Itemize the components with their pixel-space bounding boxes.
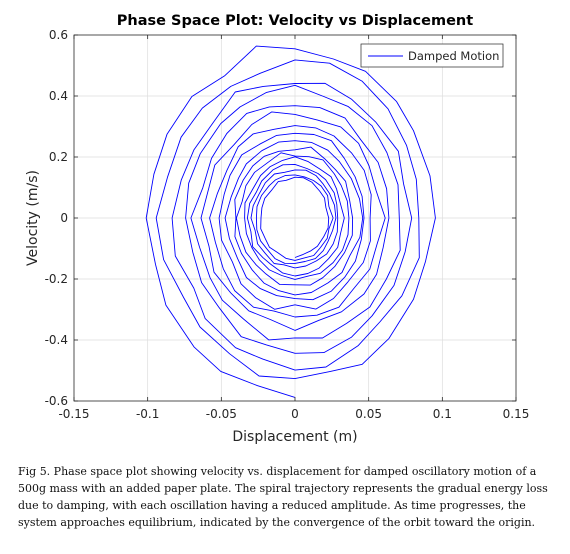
grid [74,35,516,401]
x-tick-label: 0.15 [503,407,530,421]
figure-caption: Fig 5. Phase space plot showing velocity… [18,465,548,529]
y-tick-label: 0.2 [49,150,68,164]
figure: -0.15 -0.1 -0.05 0 0.05 0.1 0.15 -0.6 -0.4 -0.2 0 0… [25,13,530,445]
chart-title: Phase Space Plot: Velocity vs Displaceme… [117,13,473,29]
y-tick-label: -0.6 [45,394,68,408]
ticks: -0.15 -0.1 -0.05 0 0.05 0.1 0.15 -0.6 -0.4 -0.2 0 0… [45,28,530,421]
x-tick-label: -0.05 [206,407,237,421]
x-tick-label: -0.15 [58,407,89,421]
legend: Damped Motion [360,43,504,68]
x-tick-label: 0.05 [355,407,382,421]
y-tick-label: 0.6 [49,28,68,42]
series-line-damped-motion [145,45,436,398]
x-axis-label: Displacement (m) [232,429,357,445]
series-layer [145,45,436,398]
legend-label-damped-motion: Damped Motion [408,49,499,63]
y-axis-label: Velocity (m/s) [25,170,41,266]
x-tick-label: -0.1 [136,407,159,421]
x-tick-label: 0.1 [433,407,452,421]
y-tick-label: 0.4 [49,89,68,103]
y-tick-label: 0 [60,211,68,225]
y-tick-label: -0.2 [45,272,68,286]
phase-space-chart: -0.15 -0.1 -0.05 0 0.05 0.1 0.15 -0.6 -0.4 -0.2 0 0… [25,13,530,445]
y-tick-label: -0.4 [45,333,68,347]
legend-box [360,43,504,68]
x-tick-label: 0 [291,407,299,421]
